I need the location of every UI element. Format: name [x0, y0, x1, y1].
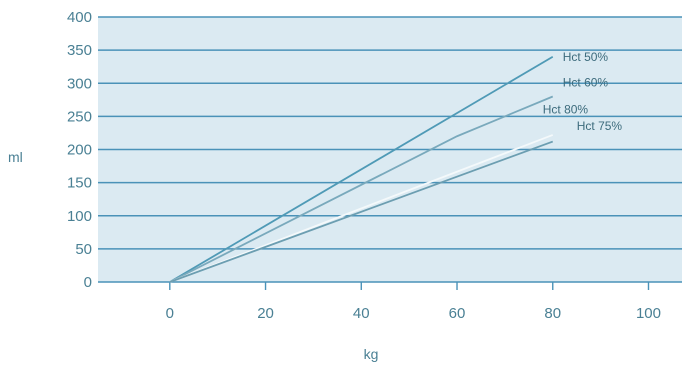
series-label: Hct 80%: [543, 103, 589, 117]
gridlines: [98, 16, 682, 283]
y-tick-label: 150: [67, 175, 92, 192]
y-tick-label: 0: [84, 274, 92, 291]
y-tick-label: 300: [67, 75, 92, 92]
series-line: [169, 140, 554, 283]
x-tick-label: 60: [449, 305, 466, 322]
series-line: [169, 134, 554, 283]
x-axis-title: kg: [364, 346, 379, 362]
x-tick-label: 40: [353, 305, 370, 322]
series-labels: Hct 50% Hct 60% Hct 75% Hct 80%: [543, 50, 623, 133]
x-axis-ticks: [169, 282, 650, 290]
series-line: [169, 95, 554, 283]
y-tick-label: 400: [67, 9, 92, 26]
y-tick-label: 350: [67, 42, 92, 59]
y-axis-tick-labels: 0 50 100 150 200 250 300 350 400: [67, 9, 92, 291]
y-tick-label: 50: [75, 241, 92, 258]
x-tick-label: 0: [166, 305, 174, 322]
series-lines: [169, 55, 554, 283]
y-tick-label: 100: [67, 208, 92, 225]
y-axis-title: ml: [8, 149, 23, 165]
series-label: Hct 75%: [577, 119, 623, 133]
y-tick-label: 250: [67, 108, 92, 125]
y-tick-label: 200: [67, 142, 92, 159]
x-tick-label: 80: [544, 305, 561, 322]
x-tick-label: 20: [257, 305, 274, 322]
series-line: [169, 55, 554, 283]
x-axis-tick-labels: 0 20 40 60 80 100: [166, 305, 661, 322]
series-label: Hct 50%: [563, 50, 609, 64]
x-tick-label: 100: [636, 305, 661, 322]
series-label: Hct 60%: [563, 76, 609, 90]
